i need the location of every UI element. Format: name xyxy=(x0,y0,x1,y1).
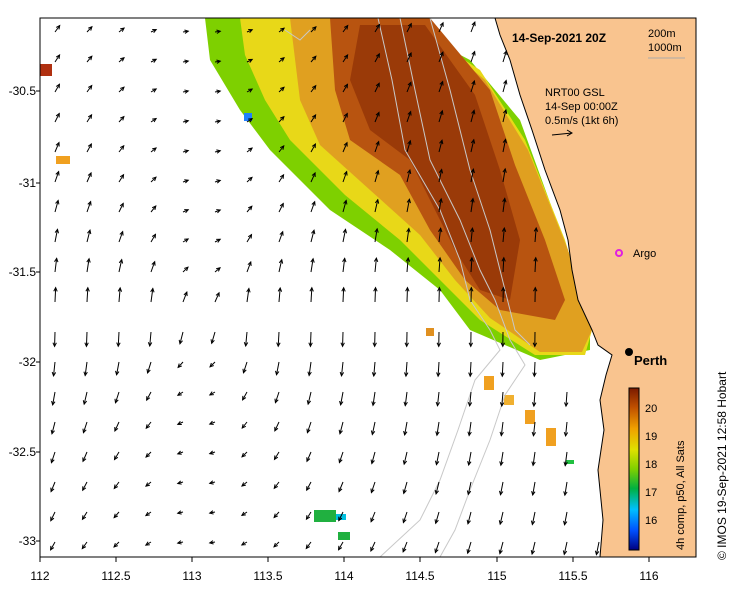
current-arrow xyxy=(534,362,535,376)
y-tick-label: -30.5 xyxy=(9,84,37,98)
current-arrow xyxy=(375,288,376,302)
depth-legend-line2: 1000m xyxy=(648,42,682,54)
current-arrow xyxy=(310,332,311,346)
argo-label: Argo xyxy=(633,248,656,260)
x-tick-label: 114.5 xyxy=(405,569,434,583)
current-arrow xyxy=(55,288,56,302)
depth-legend-line1: 200m xyxy=(648,28,676,40)
current-arrow xyxy=(86,332,87,346)
colorbar-tick: 16 xyxy=(645,515,657,527)
credit-text: © IMOS 19-Sep-2021 12:58 Hobart xyxy=(715,371,729,560)
current-legend-line2: 14-Sep 00:00Z xyxy=(545,101,618,113)
x-tick-label: 113.5 xyxy=(253,569,282,583)
x-tick-label: 112.5 xyxy=(101,569,130,583)
x-tick-label: 115.5 xyxy=(558,569,587,583)
colorbar-tick: 17 xyxy=(645,487,657,499)
current-arrow xyxy=(343,288,344,302)
colorbar-tick: 18 xyxy=(645,459,657,471)
y-tick-label: -32 xyxy=(19,355,37,369)
y-tick-label: -31 xyxy=(19,176,37,190)
y-tick-label: -31.5 xyxy=(9,265,37,279)
x-axis: 112 112.5 113 113.5 114 114.5 115 115.5 … xyxy=(30,557,658,583)
colorbar-label: 4h comp, p50, All Sats xyxy=(675,440,687,550)
x-tick-label: 113 xyxy=(182,569,201,583)
y-tick-label: -33 xyxy=(19,534,37,548)
map-title: 14-Sep-2021 20Z xyxy=(512,31,606,45)
x-tick-label: 112 xyxy=(30,569,49,583)
y-axis: -30.5 -31 -31.5 -32 -32.5 -33 xyxy=(9,84,40,548)
x-tick-label: 115 xyxy=(487,569,506,583)
x-tick-label: 116 xyxy=(639,569,658,583)
perth-label: Perth xyxy=(634,353,667,368)
current-legend-line3: 0.5m/s (1kt 6h) xyxy=(545,115,618,127)
colorbar-tick: 19 xyxy=(645,431,657,443)
x-tick-label: 114 xyxy=(334,569,353,583)
current-legend-line1: NRT00 GSL xyxy=(545,87,605,99)
y-tick-label: -32.5 xyxy=(9,445,37,459)
colorbar-tick: 20 xyxy=(645,403,657,415)
